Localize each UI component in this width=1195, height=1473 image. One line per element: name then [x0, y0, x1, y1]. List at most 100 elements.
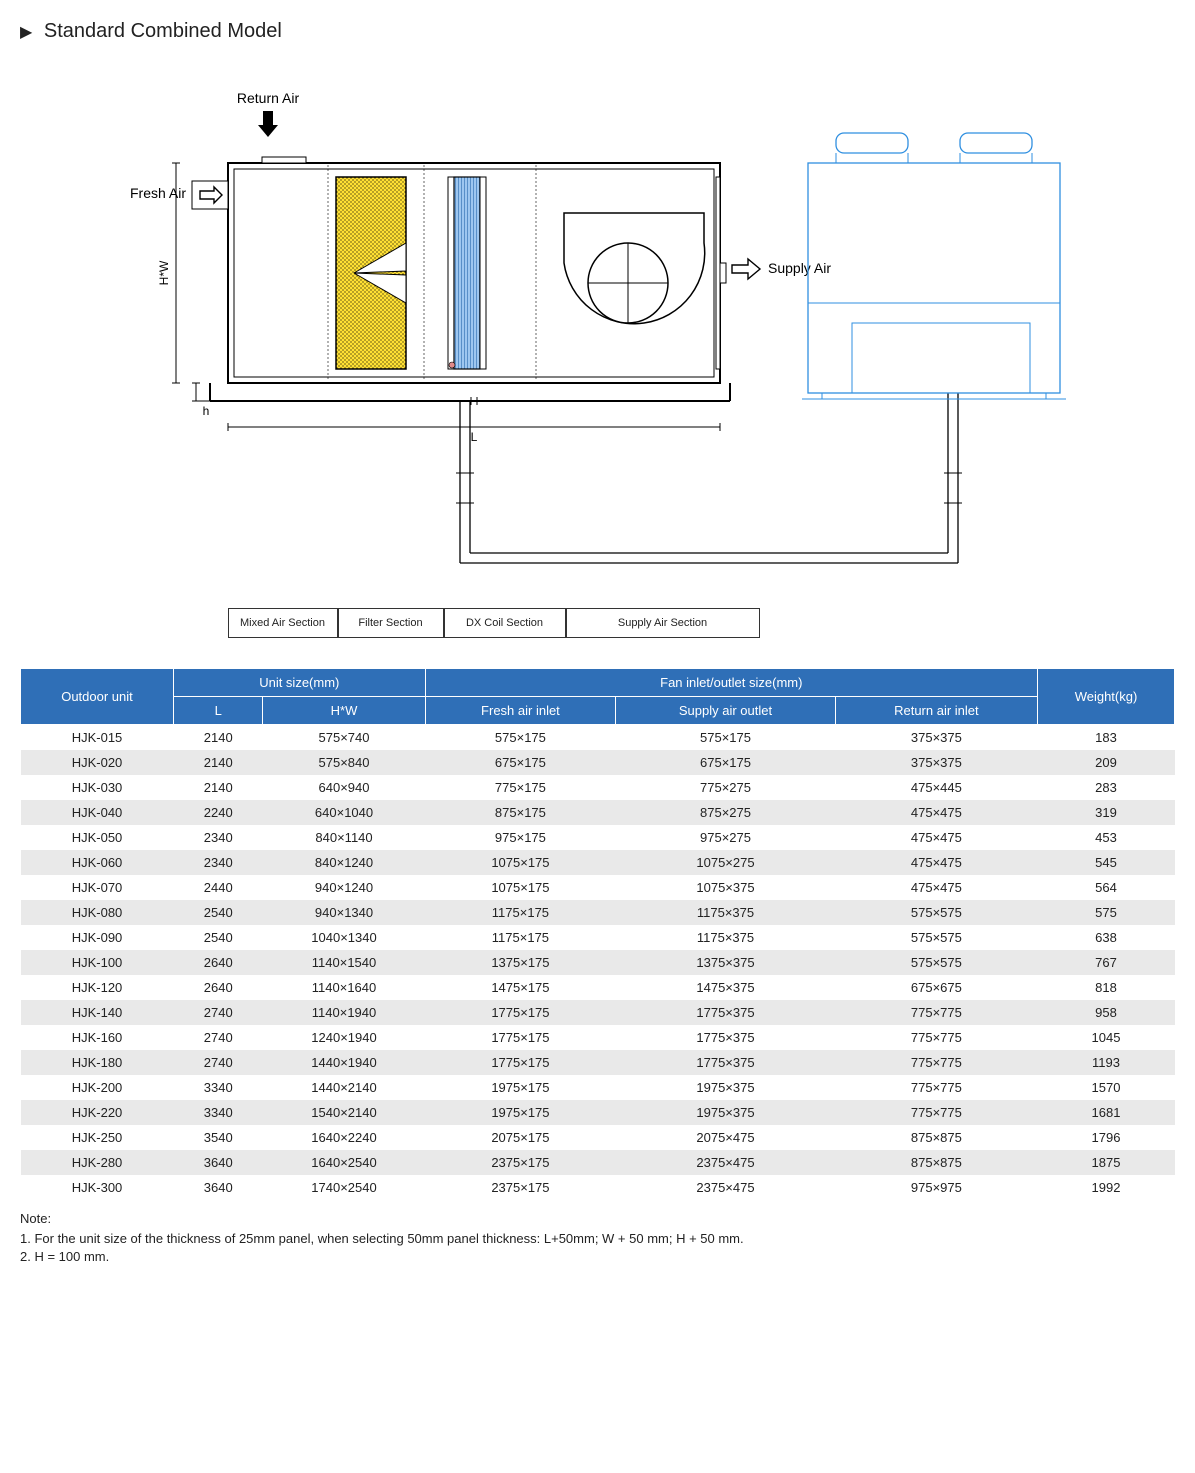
table-cell: 1570	[1038, 1075, 1175, 1100]
table-cell: 1775×375	[616, 1050, 836, 1075]
table-cell: 3640	[174, 1175, 263, 1200]
table-cell: 575	[1038, 900, 1175, 925]
table-cell: 2140	[174, 725, 263, 751]
table-subheader: Supply air outlet	[616, 697, 836, 725]
table-cell: 2740	[174, 1000, 263, 1025]
table-cell: HJK-040	[21, 800, 174, 825]
table-cell: 1075×175	[425, 875, 616, 900]
table-cell: 1193	[1038, 1050, 1175, 1075]
table-row: HJK-14027401140×19401775×1751775×375775×…	[21, 1000, 1175, 1025]
table-cell: HJK-050	[21, 825, 174, 850]
table-subheader-row: LH*WFresh air inletSupply air outletRetu…	[21, 697, 1175, 725]
table-cell: 575×740	[263, 725, 425, 751]
table-cell: 3340	[174, 1100, 263, 1125]
table-cell: 1775×175	[425, 1050, 616, 1075]
table-cell: 1740×2540	[263, 1175, 425, 1200]
table-cell: 545	[1038, 850, 1175, 875]
table-cell: 958	[1038, 1000, 1175, 1025]
table-cell: 1140×1940	[263, 1000, 425, 1025]
table-cell: 638	[1038, 925, 1175, 950]
table-cell: 1540×2140	[263, 1100, 425, 1125]
table-cell: 1975×375	[616, 1075, 836, 1100]
table-row: HJK-0802540940×13401175×1751175×375575×5…	[21, 900, 1175, 925]
table-cell: 675×175	[425, 750, 616, 775]
page-title: ▶ Standard Combined Model	[20, 20, 1175, 43]
table-cell: HJK-220	[21, 1100, 174, 1125]
table-cell: 2740	[174, 1050, 263, 1075]
table-header: Fan inlet/outlet size(mm)	[425, 669, 1037, 697]
table-row: HJK-09025401040×13401175×1751175×375575×…	[21, 925, 1175, 950]
table-cell: 183	[1038, 725, 1175, 751]
table-cell: 1875	[1038, 1150, 1175, 1175]
table-cell: 575×575	[835, 925, 1037, 950]
table-cell: 2240	[174, 800, 263, 825]
table-cell: 1140×1640	[263, 975, 425, 1000]
table-cell: 775×775	[835, 1075, 1037, 1100]
table-cell: 1475×175	[425, 975, 616, 1000]
spec-table: Outdoor unitUnit size(mm)Fan inlet/outle…	[20, 668, 1175, 1200]
table-cell: 2540	[174, 925, 263, 950]
table-cell: 375×375	[835, 725, 1037, 751]
table-row: HJK-10026401140×15401375×1751375×375575×…	[21, 950, 1175, 975]
table-cell: 1240×1940	[263, 1025, 425, 1050]
table-cell: 1975×175	[425, 1075, 616, 1100]
table-cell: 283	[1038, 775, 1175, 800]
table-cell: 2075×475	[616, 1125, 836, 1150]
table-cell: 1992	[1038, 1175, 1175, 1200]
table-cell: 1075×175	[425, 850, 616, 875]
table-cell: 2540	[174, 900, 263, 925]
section-label: DX Coil Section	[444, 608, 566, 638]
table-cell: HJK-030	[21, 775, 174, 800]
title-text: Standard Combined Model	[44, 20, 282, 42]
note-line: 1. For the unit size of the thickness of…	[20, 1230, 1175, 1248]
table-cell: 453	[1038, 825, 1175, 850]
svg-text:Supply Air: Supply Air	[768, 260, 831, 276]
table-row: HJK-16027401240×19401775×1751775×375775×…	[21, 1025, 1175, 1050]
table-cell: HJK-060	[21, 850, 174, 875]
table-cell: 1440×1940	[263, 1050, 425, 1075]
table-cell: 2075×175	[425, 1125, 616, 1150]
table-row: HJK-0302140640×940775×175775×275475×4452…	[21, 775, 1175, 800]
table-cell: HJK-140	[21, 1000, 174, 1025]
table-cell: HJK-090	[21, 925, 174, 950]
section-label: Mixed Air Section	[228, 608, 338, 638]
table-cell: 1375×175	[425, 950, 616, 975]
section-labels-row: Mixed Air SectionFilter SectionDX Coil S…	[228, 608, 1078, 638]
table-cell: 1045	[1038, 1025, 1175, 1050]
table-cell: 875×175	[425, 800, 616, 825]
table-cell: 2340	[174, 825, 263, 850]
table-cell: 767	[1038, 950, 1175, 975]
table-row: HJK-22033401540×21401975×1751975×375775×…	[21, 1100, 1175, 1125]
svg-text:L: L	[470, 430, 477, 444]
table-cell: HJK-250	[21, 1125, 174, 1150]
table-header: Weight(kg)	[1038, 669, 1175, 725]
table-subheader: Return air inlet	[835, 697, 1037, 725]
table-cell: 2375×475	[616, 1150, 836, 1175]
table-cell: 2640	[174, 975, 263, 1000]
table-cell: HJK-160	[21, 1025, 174, 1050]
table-row: HJK-0152140575×740575×175575×175375×3751…	[21, 725, 1175, 751]
table-row: HJK-25035401640×22402075×1752075×475875×…	[21, 1125, 1175, 1150]
table-cell: 475×445	[835, 775, 1037, 800]
table-cell: 2140	[174, 775, 263, 800]
table-cell: 209	[1038, 750, 1175, 775]
table-cell: 975×975	[835, 1175, 1037, 1200]
notes-title: Note:	[20, 1210, 1175, 1228]
table-cell: 575×175	[425, 725, 616, 751]
table-cell: HJK-100	[21, 950, 174, 975]
table-cell: 1075×375	[616, 875, 836, 900]
table-cell: HJK-200	[21, 1075, 174, 1100]
table-cell: 3340	[174, 1075, 263, 1100]
table-cell: 3540	[174, 1125, 263, 1150]
table-cell: 2140	[174, 750, 263, 775]
table-cell: 675×175	[616, 750, 836, 775]
table-row: HJK-18027401440×19401775×1751775×375775×…	[21, 1050, 1175, 1075]
svg-text:h: h	[202, 404, 209, 418]
table-row: HJK-0702440940×12401075×1751075×375475×4…	[21, 875, 1175, 900]
table-row: HJK-0602340840×12401075×1751075×275475×4…	[21, 850, 1175, 875]
table-cell: HJK-015	[21, 725, 174, 751]
svg-text:Fresh Air: Fresh Air	[129, 185, 185, 201]
table-cell: HJK-280	[21, 1150, 174, 1175]
section-label: Supply Air Section	[566, 608, 760, 638]
section-label: Filter Section	[338, 608, 444, 638]
